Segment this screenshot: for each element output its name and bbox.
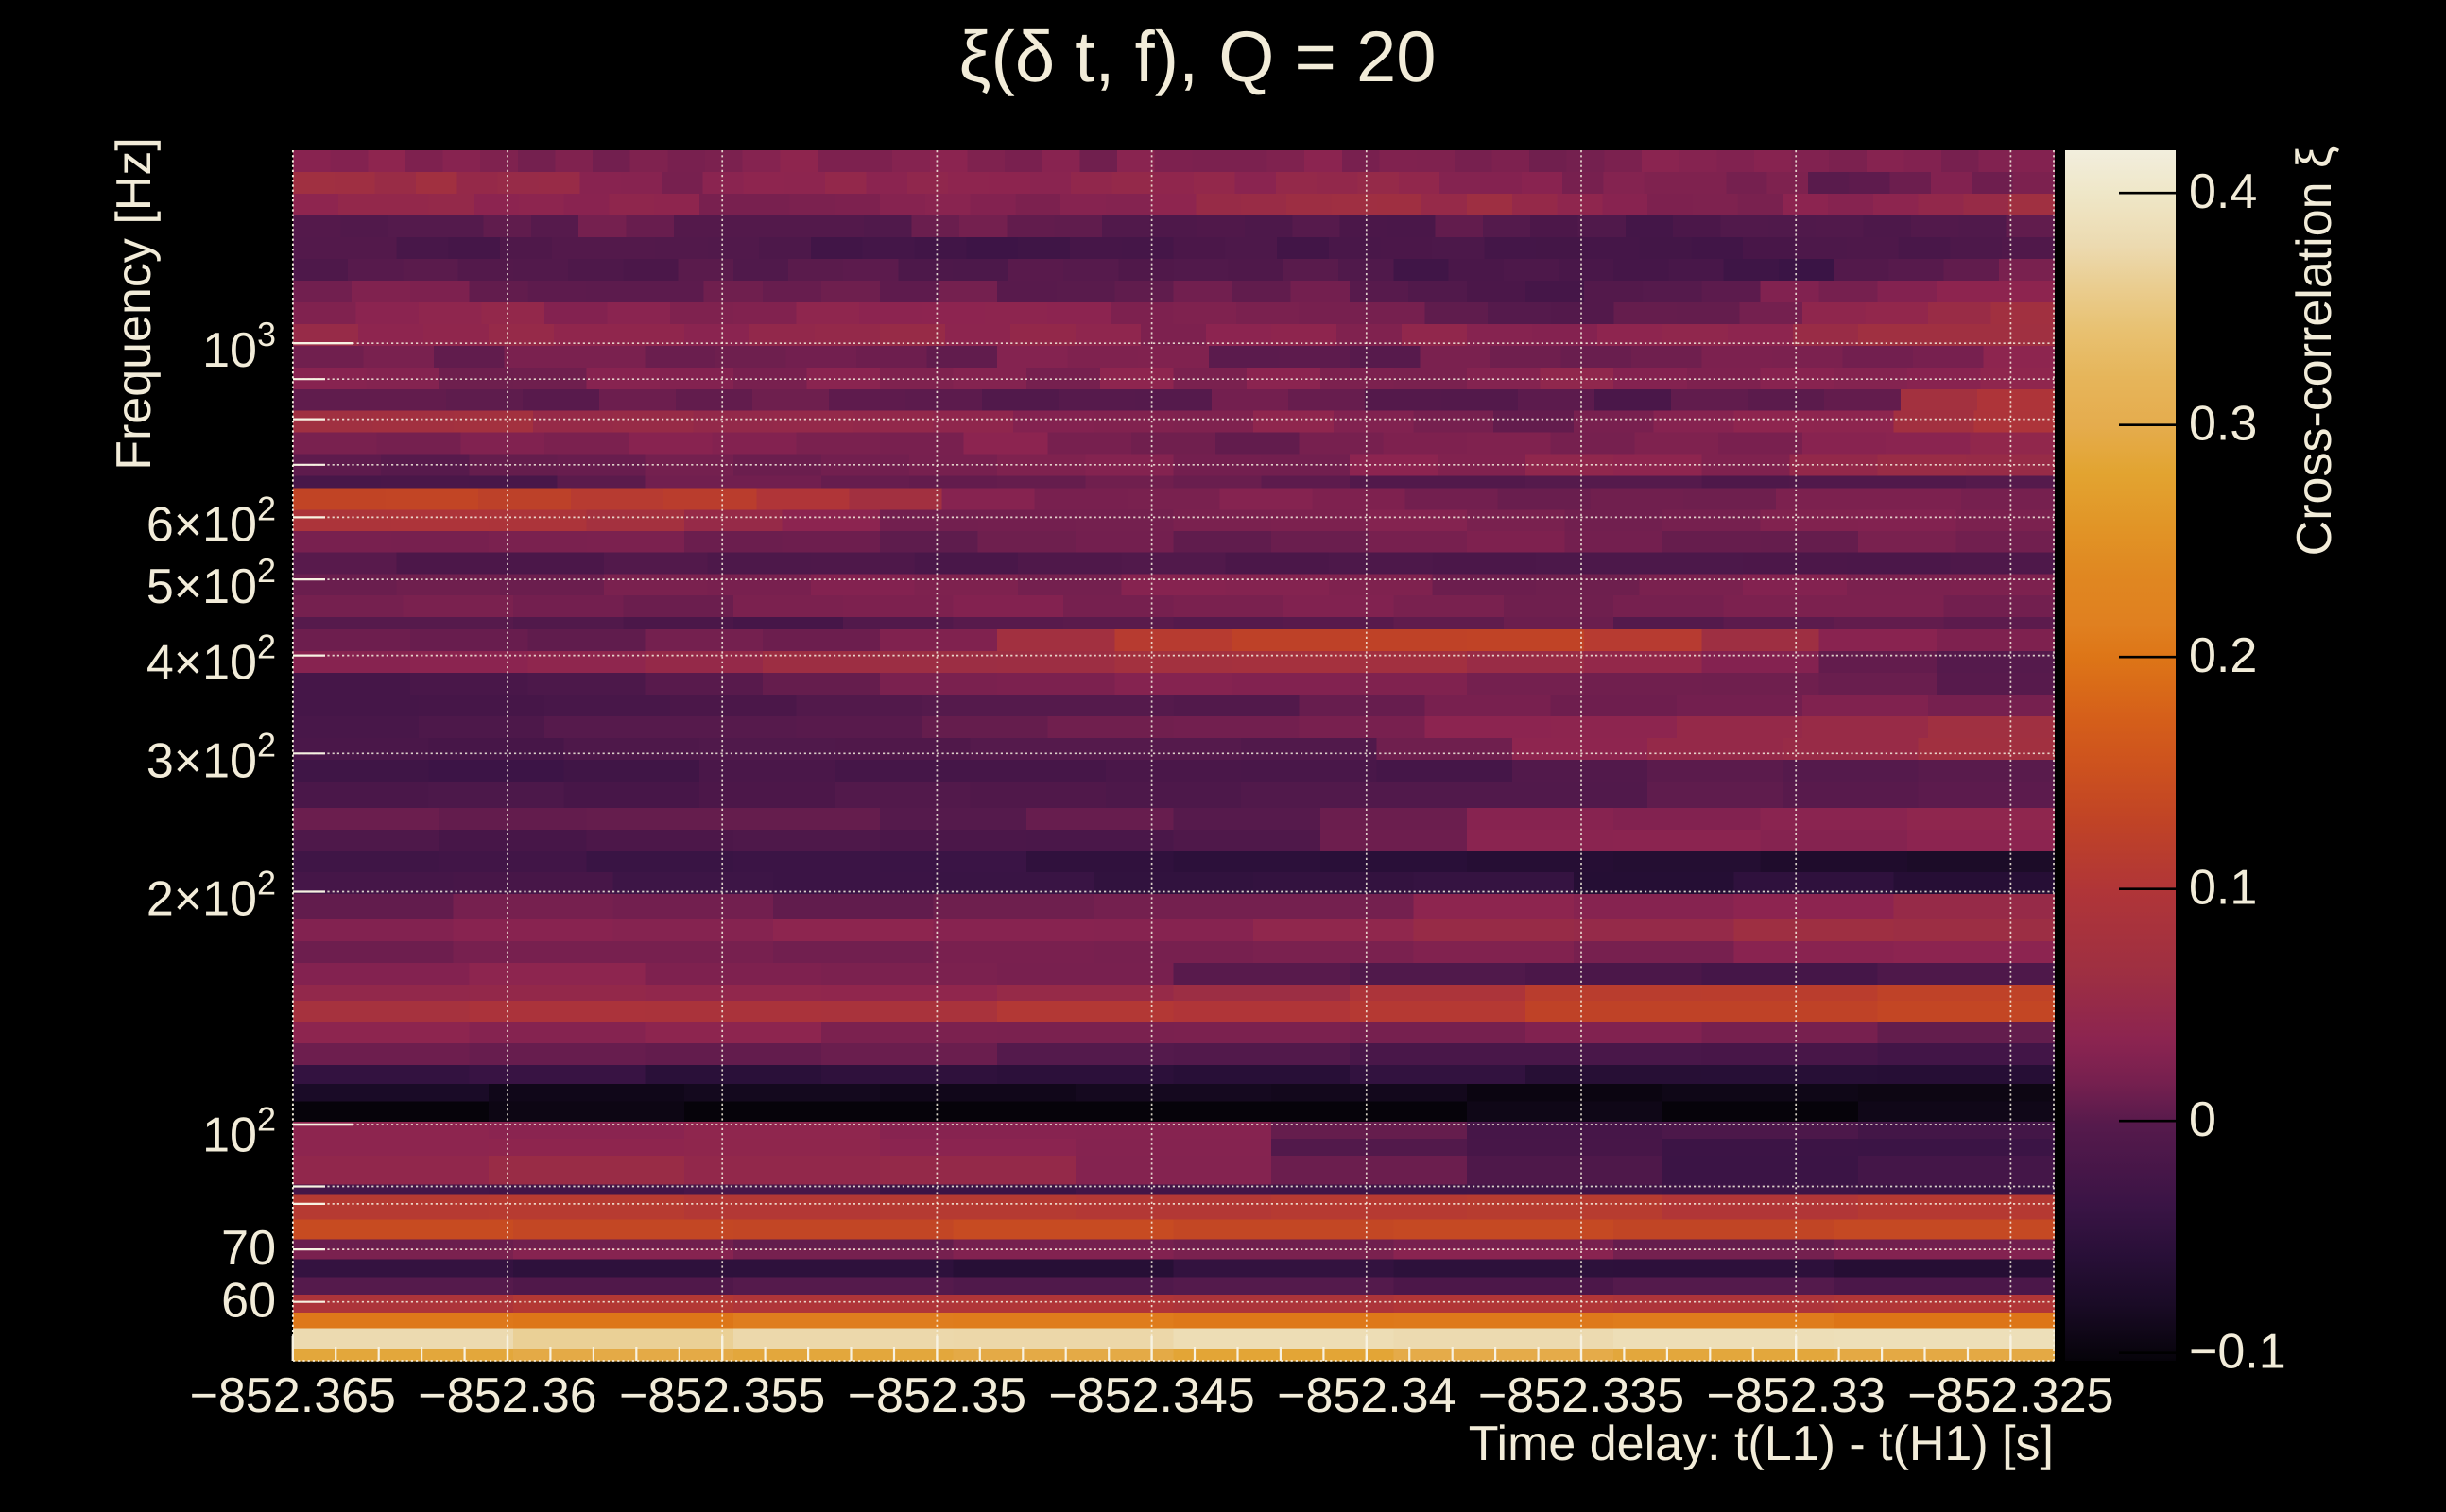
svg-text:0.2: 0.2	[2189, 628, 2257, 683]
svg-text:0.4: 0.4	[2189, 164, 2257, 219]
svg-text:ξ(δ t, f), Q = 20: ξ(δ t, f), Q = 20	[958, 17, 1436, 97]
svg-text:5×102: 5×102	[146, 551, 276, 614]
svg-text:Frequency [Hz]: Frequency [Hz]	[107, 137, 162, 471]
svg-text:−852.34: −852.34	[1277, 1368, 1456, 1423]
svg-text:4×102: 4×102	[146, 627, 276, 691]
svg-text:Cross-correlation ξ: Cross-correlation ξ	[2287, 146, 2342, 557]
svg-text:0.3: 0.3	[2189, 397, 2257, 452]
svg-text:2×102: 2×102	[146, 864, 276, 927]
svg-text:70: 70	[221, 1221, 276, 1276]
svg-text:−852.325: −852.325	[1907, 1368, 2113, 1423]
svg-text:−852.355: −852.355	[619, 1368, 825, 1423]
svg-text:−0.1: −0.1	[2189, 1325, 2286, 1380]
svg-text:−852.335: −852.335	[1478, 1368, 1684, 1423]
svg-text:−852.33: −852.33	[1706, 1368, 1885, 1423]
svg-text:−852.345: −852.345	[1048, 1368, 1254, 1423]
svg-text:−852.35: −852.35	[848, 1368, 1026, 1423]
svg-text:0: 0	[2189, 1092, 2216, 1147]
svg-text:6×102: 6×102	[146, 489, 276, 552]
svg-text:3×102: 3×102	[146, 725, 276, 788]
svg-text:0.1: 0.1	[2189, 861, 2257, 916]
svg-text:60: 60	[221, 1274, 276, 1329]
svg-text:Time delay: t(L1) - t(H1) [s]: Time delay: t(L1) - t(H1) [s]	[1469, 1417, 2054, 1471]
svg-text:−852.36: −852.36	[418, 1368, 596, 1423]
svg-text:−852.365: −852.365	[190, 1368, 396, 1423]
